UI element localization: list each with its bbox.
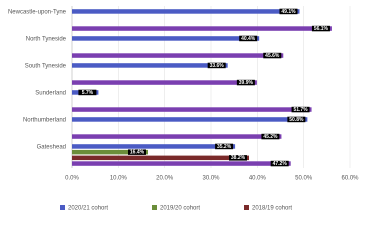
bar (72, 117, 308, 122)
value-label-bg (261, 133, 280, 140)
bar (72, 155, 249, 161)
page: {"chart_data": {"type": "hbar", "categor… (7, 6, 360, 212)
value-label: 45.6% (265, 53, 280, 59)
bar (72, 107, 312, 112)
bar (72, 134, 282, 139)
bar (72, 144, 236, 149)
value-label: 38.2% (231, 155, 246, 161)
x-tick-label: 0.0% (65, 176, 79, 182)
value-label: 51.7% (293, 107, 308, 113)
legend-label: 2018/19 cohort (252, 206, 292, 212)
bar (72, 161, 291, 166)
legend-label: 2020/21 cohort (68, 206, 108, 212)
bar (72, 53, 284, 58)
value-label: 39.9% (239, 80, 254, 86)
value-label-bg (291, 106, 310, 113)
category-label: Northumberland (23, 118, 66, 124)
value-label-bg (215, 143, 234, 150)
category-label: Gateshead (37, 145, 66, 151)
x-tick-label: 10.0% (110, 176, 128, 182)
bar (72, 63, 228, 68)
category-label: Newcastle-upon-Tyne (8, 10, 67, 16)
category-label: North Tyneside (26, 37, 67, 43)
bar (72, 80, 257, 85)
bar (72, 149, 148, 155)
value-label: 33.6% (210, 63, 225, 69)
legend-swatch (244, 205, 249, 210)
value-label-bg (78, 89, 97, 96)
value-label: 5.7% (82, 90, 94, 96)
x-tick-label: 20.0% (156, 176, 174, 182)
category-label: South Tyneside (25, 64, 67, 70)
value-label-bg (311, 25, 330, 32)
value-label: 40.4% (241, 36, 256, 42)
x-tick-label: 40.0% (249, 176, 267, 182)
value-label-bg (239, 35, 258, 42)
value-label-bg (263, 52, 282, 59)
legend-swatch (152, 205, 157, 210)
value-label-bg (228, 155, 247, 161)
value-label-bg (236, 79, 255, 86)
value-label-bg (270, 160, 289, 167)
x-tick-label: 30.0% (202, 176, 220, 182)
bar (72, 26, 332, 31)
value-label-bg (279, 8, 298, 15)
x-tick-label: 50.0% (295, 176, 313, 182)
category-label: Sunderland (35, 91, 66, 97)
value-label: 49.1% (281, 9, 296, 15)
value-label: 56.1% (314, 26, 329, 32)
chart: 0.0% 10.0% 20.0% 30.0% 40.0% 50.0% 60.0% Newcas… (8, 6, 359, 212)
value-label: 47.2% (273, 161, 288, 167)
value-label: 16.4% (130, 149, 145, 155)
value-label-bg (287, 116, 306, 123)
value-label: 50.8% (289, 117, 304, 123)
value-label: 45.2% (263, 134, 278, 140)
bar (72, 36, 260, 41)
value-label-bg (127, 149, 146, 155)
x-tick-label: 60.0% (341, 176, 359, 182)
legend-label: 2019/20 cohort (160, 206, 200, 212)
legend-swatch (60, 205, 65, 210)
value-label: 35.2% (217, 144, 232, 150)
bar (72, 9, 300, 14)
value-label-bg (207, 62, 226, 69)
